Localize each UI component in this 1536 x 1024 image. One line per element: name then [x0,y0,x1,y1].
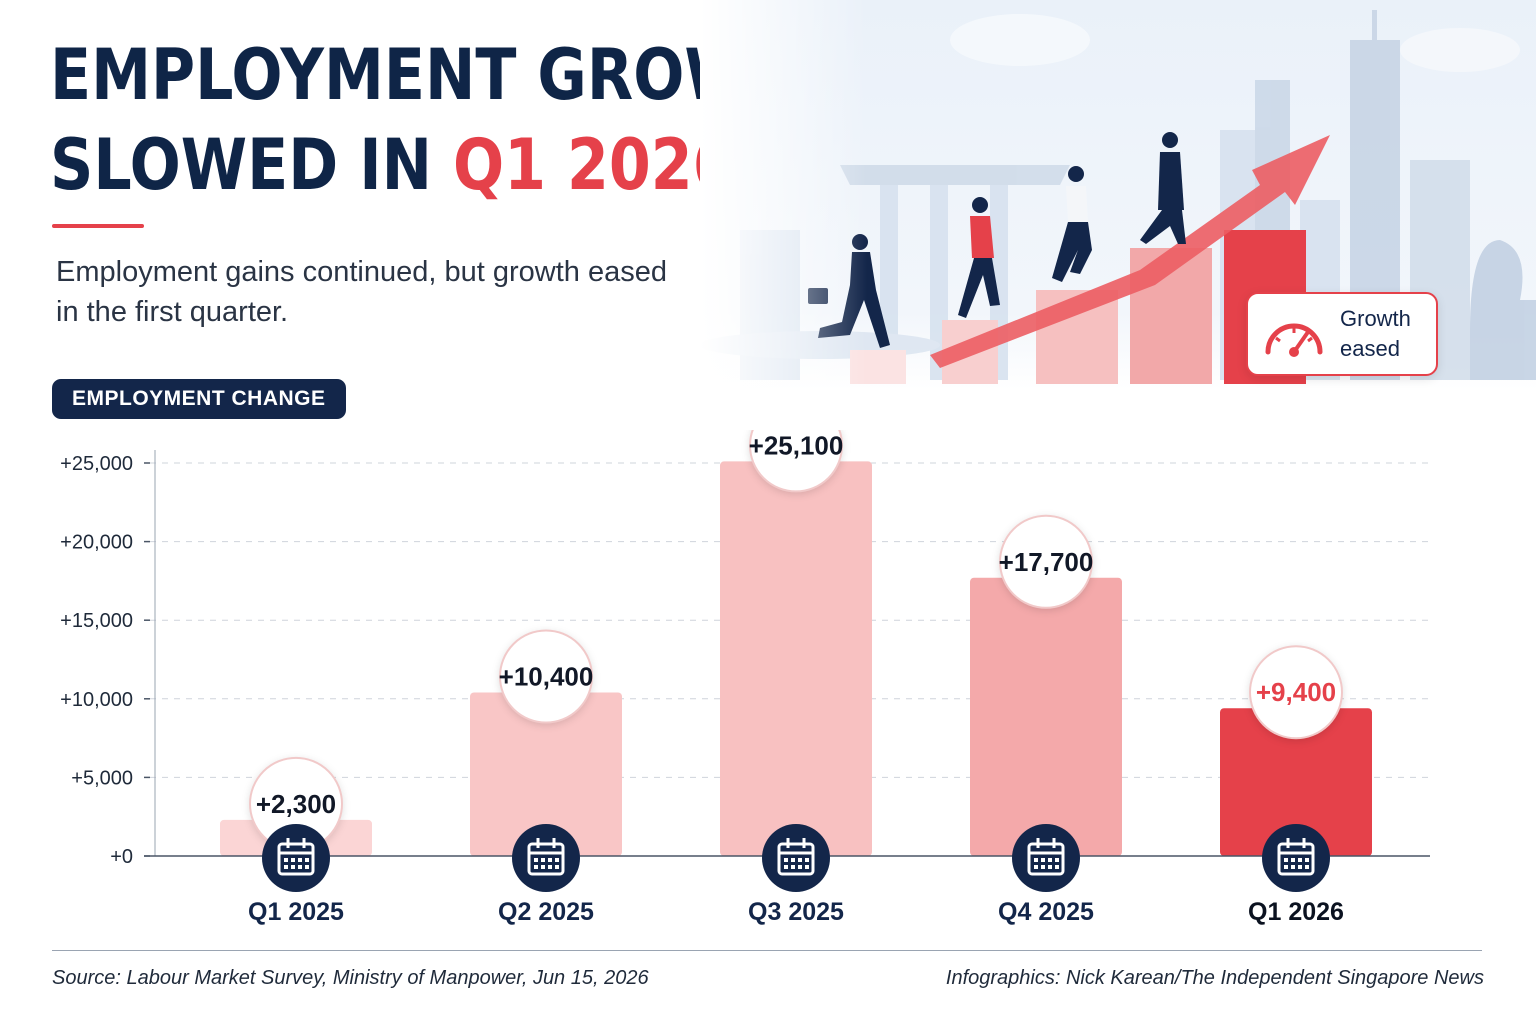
calendar-icon-cell [1048,865,1052,869]
calendar-icon-cell [284,858,288,862]
hero-illustration [700,0,1536,390]
calendar-icon-cell [1041,865,1045,869]
calendar-badge [1012,824,1080,892]
calendar-icon-cell [1041,858,1045,862]
calendar-icon-cell [541,865,545,869]
data-label: +10,400 [499,662,594,692]
calendar-icon-cell [291,865,295,869]
calendar-icon-cell [1305,865,1309,869]
calendar-icon-cell [791,865,795,869]
calendar-icon-cell [305,858,309,862]
calendar-icon-cell [548,865,552,869]
y-tick-label: +15,000 [60,610,133,632]
calendar-badge [762,824,830,892]
x-tick-label: Q1 2025 [248,898,344,926]
calendar-icon-cell [548,858,552,862]
calendar-icon-cell [534,858,538,862]
calendar-icon-cell [1298,865,1302,869]
calendar-badge [512,824,580,892]
calendar-icon-cell [298,865,302,869]
calendar-icon-cell [1305,858,1309,862]
calendar-icon-cell [791,858,795,862]
source-note: Source: Labour Market Survey, Ministry o… [52,967,649,989]
value-bubble [999,514,1093,609]
calendar-icon-cell [1291,865,1295,869]
bar [1220,708,1372,856]
calendar-icon-cell [1298,858,1302,862]
y-tick-label: +0 [110,846,133,868]
data-label: +25,100 [749,430,844,460]
calendar-icon-cell [784,865,788,869]
callout-text: Growth eased [1340,306,1411,361]
value-bubble [499,629,593,724]
y-tick-label: +25,000 [60,453,133,475]
bar [970,577,1122,856]
calendar-icon-cell [1034,865,1038,869]
data-label: +2,300 [256,789,336,819]
data-label: +9,400 [1256,677,1336,707]
calendar-icon-cell [784,858,788,862]
calendar-icon-cell [798,858,802,862]
calendar-icon-cell [805,865,809,869]
calendar-icon-cell [555,865,559,869]
calendar-icon-cell [1048,858,1052,862]
calendar-icon-cell [305,865,309,869]
speedometer-icon [1265,323,1323,357]
calendar-icon-cell [298,858,302,862]
calendar-icon-cell [284,865,288,869]
bar [470,692,622,856]
calendar-icon-cell [798,865,802,869]
data-label: +17,700 [999,547,1094,577]
calendar-badge [1262,824,1330,892]
value-bubble [749,430,843,493]
title-line-2-accent: Q1 2026 [452,124,735,206]
value-bubble [1249,645,1343,740]
calendar-badge [262,824,330,892]
title-line-2-prefix: SLOWED IN [50,124,453,206]
calendar-icon-cell [555,858,559,862]
calendar-icon [1277,842,1315,876]
calendar-icon-cell [1284,858,1288,862]
calendar-icon-cell [1291,858,1295,862]
section-label: EMPLOYMENT CHANGE [52,379,346,419]
calendar-icon-cell [1055,858,1059,862]
x-tick-label: Q3 2025 [748,898,844,926]
page-subtitle: Employment gains continued, but growth e… [56,256,667,328]
calendar-icon [1027,842,1065,876]
calendar-icon-cell [805,858,809,862]
x-tick-label: Q4 2025 [998,898,1094,926]
bar [720,461,872,856]
calendar-icon-cell [291,858,295,862]
footer-divider [52,950,1482,951]
calendar-icon [777,842,815,876]
calendar-icon-cell [534,865,538,869]
x-tick-label: Q2 2025 [498,898,594,926]
calendar-icon [527,842,565,876]
title-underline [52,224,144,228]
calendar-icon-cell [541,858,545,862]
x-tick-label: Q1 2026 [1248,898,1344,926]
y-tick-label: +5,000 [71,767,133,789]
calendar-icon-cell [1284,865,1288,869]
calendar-icon-cell [1055,865,1059,869]
y-tick-label: +10,000 [60,689,133,711]
employment-change-chart: +0 +5,000 +10,000 +15,000 +20,000 +25,000 +2,3… [60,430,1430,926]
calendar-icon-cell [1034,858,1038,862]
growth-eased-callout: Growth eased [1246,292,1438,376]
y-tick-label: +20,000 [60,532,133,554]
credit-note: Infographics: Nick Karean/The Independen… [945,967,1484,989]
calendar-icon [277,842,315,876]
